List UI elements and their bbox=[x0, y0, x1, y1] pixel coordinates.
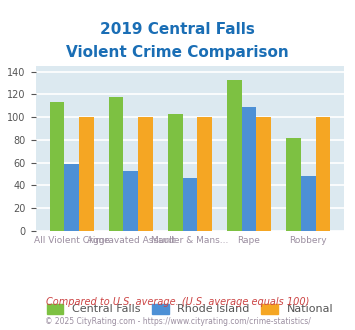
Bar bbox=[79, 117, 94, 231]
Text: Compared to U.S. average. (U.S. average equals 100): Compared to U.S. average. (U.S. average … bbox=[46, 297, 309, 307]
Text: 2019 Central Falls: 2019 Central Falls bbox=[100, 22, 255, 37]
Bar bbox=[227, 80, 242, 231]
Bar bbox=[124, 171, 138, 231]
Legend: Central Falls, Rhode Island, National: Central Falls, Rhode Island, National bbox=[42, 299, 338, 319]
Bar bbox=[301, 176, 316, 231]
Bar bbox=[256, 117, 271, 231]
Bar bbox=[138, 117, 153, 231]
Bar bbox=[286, 138, 301, 231]
Bar bbox=[242, 107, 256, 231]
Bar bbox=[168, 114, 182, 231]
Bar bbox=[316, 117, 330, 231]
Bar bbox=[64, 164, 79, 231]
Bar bbox=[182, 178, 197, 231]
Text: Violent Crime Comparison: Violent Crime Comparison bbox=[66, 45, 289, 60]
Bar bbox=[197, 117, 212, 231]
Bar bbox=[50, 102, 64, 231]
Bar bbox=[109, 97, 124, 231]
Text: © 2025 CityRating.com - https://www.cityrating.com/crime-statistics/: © 2025 CityRating.com - https://www.city… bbox=[45, 317, 310, 326]
